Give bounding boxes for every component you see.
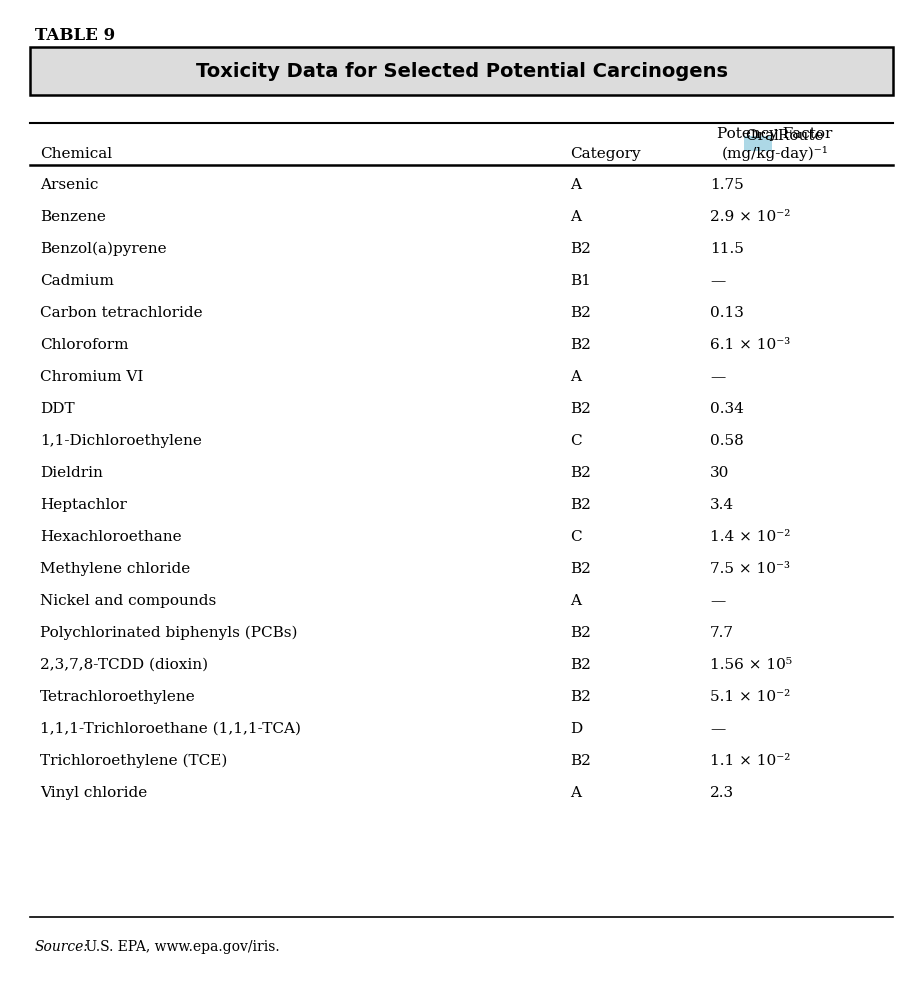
Text: (mg/kg-day)⁻¹: (mg/kg-day)⁻¹ <box>722 146 828 161</box>
Text: A: A <box>570 594 581 608</box>
Text: Category: Category <box>570 147 641 161</box>
Text: B2: B2 <box>570 242 591 256</box>
Text: DDT: DDT <box>40 402 74 416</box>
Text: 1.1 × 10⁻²: 1.1 × 10⁻² <box>710 754 790 768</box>
Text: 1,1-Dichloroethylene: 1,1-Dichloroethylene <box>40 434 202 448</box>
Text: Heptachlor: Heptachlor <box>40 498 127 512</box>
Text: Vinyl chloride: Vinyl chloride <box>40 786 147 800</box>
Text: U.S. EPA, www.epa.gov/iris.: U.S. EPA, www.epa.gov/iris. <box>81 940 280 954</box>
Text: B2: B2 <box>570 658 591 672</box>
Text: C: C <box>570 434 582 448</box>
Text: 1.4 × 10⁻²: 1.4 × 10⁻² <box>710 530 790 544</box>
Text: B2: B2 <box>570 402 591 416</box>
Text: A: A <box>570 370 581 384</box>
Text: 0.58: 0.58 <box>710 434 744 448</box>
Text: —: — <box>710 370 725 384</box>
Text: Dieldrin: Dieldrin <box>40 466 103 480</box>
Text: Oral: Oral <box>745 129 778 143</box>
Text: Methylene chloride: Methylene chloride <box>40 562 190 576</box>
Text: Trichloroethylene (TCE): Trichloroethylene (TCE) <box>40 754 228 768</box>
Text: C: C <box>570 530 582 544</box>
Text: Chloroform: Chloroform <box>40 338 129 352</box>
Text: Benzene: Benzene <box>40 210 106 224</box>
Text: 0.34: 0.34 <box>710 402 744 416</box>
Text: 2.3: 2.3 <box>710 786 734 800</box>
Text: 11.5: 11.5 <box>710 242 744 256</box>
Text: 1.75: 1.75 <box>710 178 744 192</box>
Text: 5.1 × 10⁻²: 5.1 × 10⁻² <box>710 690 790 704</box>
Text: Toxicity Data for Selected Potential Carcinogens: Toxicity Data for Selected Potential Car… <box>196 61 727 80</box>
Text: 1.56 × 10⁵: 1.56 × 10⁵ <box>710 658 792 672</box>
Text: —: — <box>710 722 725 736</box>
Text: Arsenic: Arsenic <box>40 178 98 192</box>
Text: B2: B2 <box>570 498 591 512</box>
Text: B2: B2 <box>570 754 591 768</box>
Text: A: A <box>570 178 581 192</box>
Text: 7.7: 7.7 <box>710 626 734 640</box>
Text: Route: Route <box>773 129 823 143</box>
Text: —: — <box>710 274 725 288</box>
Text: 7.5 × 10⁻³: 7.5 × 10⁻³ <box>710 562 790 576</box>
Text: B1: B1 <box>570 274 591 288</box>
Text: 6.1 × 10⁻³: 6.1 × 10⁻³ <box>710 338 790 352</box>
Text: Chemical: Chemical <box>40 147 112 161</box>
Bar <box>30 47 893 95</box>
Text: —: — <box>710 594 725 608</box>
Text: B2: B2 <box>570 306 591 320</box>
Text: Benzol(a)pyrene: Benzol(a)pyrene <box>40 242 167 256</box>
Text: Carbon tetrachloride: Carbon tetrachloride <box>40 306 203 320</box>
Text: Potency Factor: Potency Factor <box>717 127 833 141</box>
Text: 0.13: 0.13 <box>710 306 744 320</box>
Text: A: A <box>570 786 581 800</box>
Bar <box>744 136 772 151</box>
Text: B2: B2 <box>570 690 591 704</box>
Text: Hexachloroethane: Hexachloroethane <box>40 530 182 544</box>
Text: B2: B2 <box>570 626 591 640</box>
Text: Nickel and compounds: Nickel and compounds <box>40 594 217 608</box>
Text: D: D <box>570 722 582 736</box>
Text: Cadmium: Cadmium <box>40 274 114 288</box>
Text: Tetrachloroethylene: Tetrachloroethylene <box>40 690 196 704</box>
Text: B2: B2 <box>570 338 591 352</box>
Text: Polychlorinated biphenyls (PCBs): Polychlorinated biphenyls (PCBs) <box>40 626 297 640</box>
Text: B2: B2 <box>570 562 591 576</box>
Text: 1,1,1-Trichloroethane (1,1,1-TCA): 1,1,1-Trichloroethane (1,1,1-TCA) <box>40 722 301 736</box>
Text: Chromium VI: Chromium VI <box>40 370 143 384</box>
Text: A: A <box>570 210 581 224</box>
Text: 2,3,7,8-TCDD (dioxin): 2,3,7,8-TCDD (dioxin) <box>40 658 208 672</box>
Text: Source:: Source: <box>35 940 89 954</box>
Text: TABLE 9: TABLE 9 <box>35 27 115 44</box>
Text: 30: 30 <box>710 466 730 480</box>
Text: 2.9 × 10⁻²: 2.9 × 10⁻² <box>710 210 790 224</box>
Text: 3.4: 3.4 <box>710 498 734 512</box>
Text: B2: B2 <box>570 466 591 480</box>
